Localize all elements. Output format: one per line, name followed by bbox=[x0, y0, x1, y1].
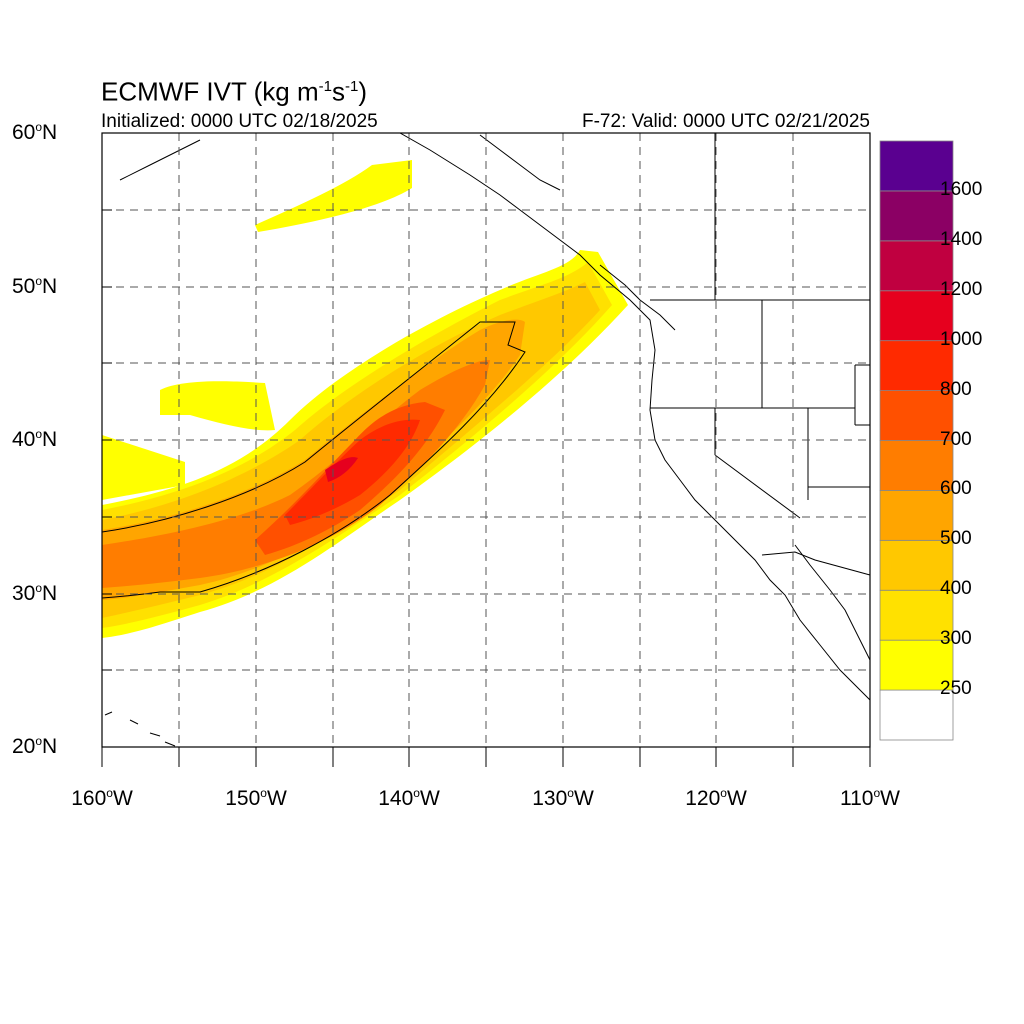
colorbar-swatch bbox=[879, 190, 954, 242]
colorbar-swatch bbox=[879, 440, 954, 491]
colorbar-level-label: 400 bbox=[940, 578, 972, 600]
colorbar-level-label: 1600 bbox=[940, 178, 983, 200]
colorbar-level-label: 600 bbox=[940, 478, 972, 500]
lat-label: 60oN bbox=[12, 120, 58, 144]
colorbar-swatch bbox=[879, 240, 954, 292]
colorbar-swatch bbox=[879, 340, 954, 391]
lon-label: 150oW bbox=[225, 786, 287, 810]
colorbar-swatch bbox=[879, 140, 954, 192]
colorbar-level-label: 300 bbox=[940, 628, 972, 650]
lon-label: 160oW bbox=[71, 786, 133, 810]
lon-label: 110oW bbox=[840, 786, 900, 810]
colorbar-level-label: 250 bbox=[940, 678, 972, 700]
coastlines bbox=[104, 133, 870, 747]
lat-label: 30oN bbox=[12, 581, 58, 605]
colorbar-level-label: 800 bbox=[940, 378, 972, 400]
colorbar-swatch bbox=[879, 639, 954, 691]
lon-label: 120oW bbox=[685, 786, 747, 810]
lat-label: 40oN bbox=[12, 427, 58, 451]
valid-time: F-72: Valid: 0000 UTC 02/21/2025 bbox=[582, 111, 870, 132]
lat-label: 50oN bbox=[12, 274, 58, 298]
lon-label: 130oW bbox=[532, 786, 594, 810]
colorbar-level-label: 1400 bbox=[940, 228, 983, 250]
axis-ticks bbox=[101, 132, 871, 767]
map-title: ECMWF IVT (kg m-1s-1) bbox=[101, 76, 367, 107]
colorbar bbox=[879, 140, 954, 741]
state-borders bbox=[650, 133, 871, 576]
lon-label: 140oW bbox=[378, 786, 440, 810]
grid-lines bbox=[102, 133, 870, 747]
colorbar-swatch bbox=[879, 689, 954, 741]
colorbar-swatch bbox=[879, 390, 954, 441]
colorbar-level-label: 1200 bbox=[940, 278, 983, 300]
colorbar-swatch bbox=[879, 490, 954, 541]
initialized-time: Initialized: 0000 UTC 02/18/2025 bbox=[101, 111, 378, 132]
colorbar-level-label: 1000 bbox=[940, 328, 983, 350]
lat-label: 20oN bbox=[12, 734, 58, 758]
colorbar-level-label: 500 bbox=[940, 528, 972, 550]
colorbar-level-label: 700 bbox=[940, 428, 972, 450]
